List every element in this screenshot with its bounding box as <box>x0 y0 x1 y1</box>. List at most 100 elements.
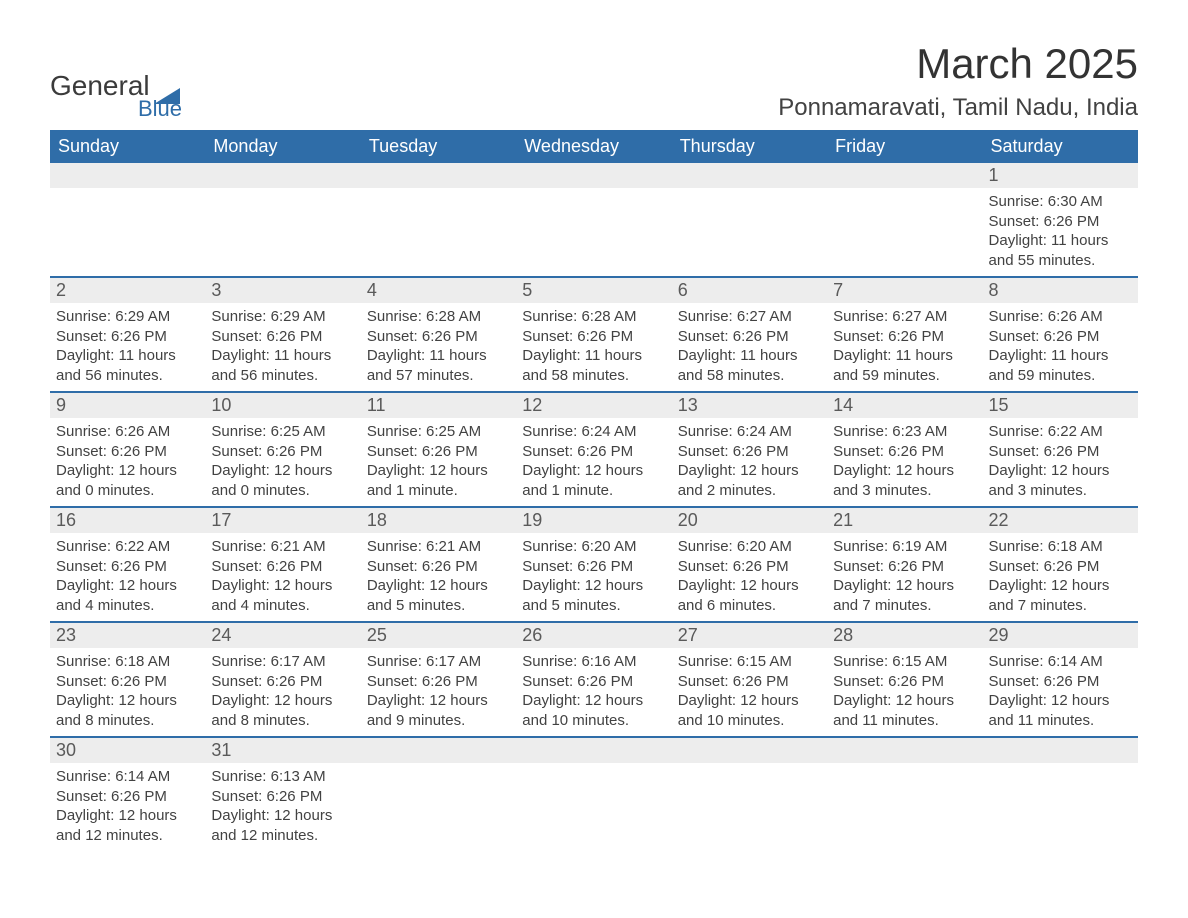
day-body: Sunrise: 6:18 AMSunset: 6:26 PMDaylight:… <box>983 533 1138 621</box>
day-number: 28 <box>827 623 982 648</box>
sunset-text: Sunset: 6:26 PM <box>833 672 976 692</box>
sunset-text: Sunset: 6:26 PM <box>678 327 821 347</box>
daylight-text: Daylight: 12 hours and 3 minutes. <box>989 461 1132 500</box>
day-number <box>50 163 205 188</box>
day-body: Sunrise: 6:29 AMSunset: 6:26 PMDaylight:… <box>205 303 360 391</box>
sunrise-text: Sunrise: 6:15 AM <box>833 652 976 672</box>
daylight-text: Daylight: 11 hours and 59 minutes. <box>989 346 1132 385</box>
day-body <box>672 188 827 268</box>
daylight-text: Daylight: 12 hours and 1 minute. <box>522 461 665 500</box>
daylight-text: Daylight: 12 hours and 12 minutes. <box>56 806 199 845</box>
day-body: Sunrise: 6:21 AMSunset: 6:26 PMDaylight:… <box>205 533 360 621</box>
day-number: 31 <box>205 738 360 763</box>
day-number <box>516 738 671 763</box>
day-body <box>361 763 516 843</box>
day-number <box>983 738 1138 763</box>
month-title: March 2025 <box>778 40 1138 88</box>
day-number: 30 <box>50 738 205 763</box>
day-body <box>516 188 671 268</box>
day-number: 4 <box>361 278 516 303</box>
sunrise-text: Sunrise: 6:22 AM <box>989 422 1132 442</box>
sunset-text: Sunset: 6:26 PM <box>522 672 665 692</box>
day-cell <box>50 163 205 277</box>
day-cell: 16Sunrise: 6:22 AMSunset: 6:26 PMDayligh… <box>50 507 205 622</box>
sunrise-text: Sunrise: 6:29 AM <box>56 307 199 327</box>
day-body: Sunrise: 6:22 AMSunset: 6:26 PMDaylight:… <box>983 418 1138 506</box>
daylight-text: Daylight: 11 hours and 58 minutes. <box>522 346 665 385</box>
day-number: 15 <box>983 393 1138 418</box>
day-number <box>516 163 671 188</box>
sunset-text: Sunset: 6:26 PM <box>989 672 1132 692</box>
day-body <box>205 188 360 268</box>
day-number: 13 <box>672 393 827 418</box>
sunset-text: Sunset: 6:26 PM <box>367 557 510 577</box>
day-cell: 7Sunrise: 6:27 AMSunset: 6:26 PMDaylight… <box>827 277 982 392</box>
calendar-body: 1Sunrise: 6:30 AMSunset: 6:26 PMDaylight… <box>50 163 1138 851</box>
sunset-text: Sunset: 6:26 PM <box>56 327 199 347</box>
daylight-text: Daylight: 12 hours and 11 minutes. <box>989 691 1132 730</box>
day-cell: 31Sunrise: 6:13 AMSunset: 6:26 PMDayligh… <box>205 737 360 851</box>
day-cell: 23Sunrise: 6:18 AMSunset: 6:26 PMDayligh… <box>50 622 205 737</box>
sunrise-text: Sunrise: 6:26 AM <box>989 307 1132 327</box>
sunrise-text: Sunrise: 6:22 AM <box>56 537 199 557</box>
day-cell <box>516 163 671 277</box>
day-body: Sunrise: 6:25 AMSunset: 6:26 PMDaylight:… <box>361 418 516 506</box>
day-number: 17 <box>205 508 360 533</box>
day-number: 24 <box>205 623 360 648</box>
daylight-text: Daylight: 11 hours and 59 minutes. <box>833 346 976 385</box>
day-number <box>672 738 827 763</box>
day-number: 7 <box>827 278 982 303</box>
sunrise-text: Sunrise: 6:24 AM <box>522 422 665 442</box>
brand-sub-text: Blue <box>138 96 182 122</box>
day-cell: 6Sunrise: 6:27 AMSunset: 6:26 PMDaylight… <box>672 277 827 392</box>
sunset-text: Sunset: 6:26 PM <box>211 672 354 692</box>
daylight-text: Daylight: 11 hours and 57 minutes. <box>367 346 510 385</box>
day-header: Wednesday <box>516 130 671 163</box>
day-number <box>361 163 516 188</box>
day-body: Sunrise: 6:24 AMSunset: 6:26 PMDaylight:… <box>516 418 671 506</box>
day-number: 29 <box>983 623 1138 648</box>
day-number: 19 <box>516 508 671 533</box>
sunrise-text: Sunrise: 6:27 AM <box>678 307 821 327</box>
daylight-text: Daylight: 11 hours and 55 minutes. <box>989 231 1132 270</box>
day-cell: 3Sunrise: 6:29 AMSunset: 6:26 PMDaylight… <box>205 277 360 392</box>
day-body: Sunrise: 6:18 AMSunset: 6:26 PMDaylight:… <box>50 648 205 736</box>
sunset-text: Sunset: 6:26 PM <box>211 787 354 807</box>
day-cell: 2Sunrise: 6:29 AMSunset: 6:26 PMDaylight… <box>50 277 205 392</box>
day-number: 20 <box>672 508 827 533</box>
brand-logo: General Blue <box>50 70 182 122</box>
day-cell: 18Sunrise: 6:21 AMSunset: 6:26 PMDayligh… <box>361 507 516 622</box>
week-row: 1Sunrise: 6:30 AMSunset: 6:26 PMDaylight… <box>50 163 1138 277</box>
day-cell: 17Sunrise: 6:21 AMSunset: 6:26 PMDayligh… <box>205 507 360 622</box>
sunset-text: Sunset: 6:26 PM <box>522 442 665 462</box>
sunset-text: Sunset: 6:26 PM <box>678 442 821 462</box>
day-body: Sunrise: 6:28 AMSunset: 6:26 PMDaylight:… <box>516 303 671 391</box>
day-body: Sunrise: 6:15 AMSunset: 6:26 PMDaylight:… <box>672 648 827 736</box>
day-body: Sunrise: 6:24 AMSunset: 6:26 PMDaylight:… <box>672 418 827 506</box>
day-number: 26 <box>516 623 671 648</box>
sunrise-text: Sunrise: 6:25 AM <box>367 422 510 442</box>
sunset-text: Sunset: 6:26 PM <box>678 672 821 692</box>
sunrise-text: Sunrise: 6:26 AM <box>56 422 199 442</box>
day-number: 2 <box>50 278 205 303</box>
day-body: Sunrise: 6:15 AMSunset: 6:26 PMDaylight:… <box>827 648 982 736</box>
day-number: 22 <box>983 508 1138 533</box>
sunrise-text: Sunrise: 6:28 AM <box>367 307 510 327</box>
day-cell <box>672 163 827 277</box>
daylight-text: Daylight: 12 hours and 0 minutes. <box>56 461 199 500</box>
day-body: Sunrise: 6:22 AMSunset: 6:26 PMDaylight:… <box>50 533 205 621</box>
day-cell: 21Sunrise: 6:19 AMSunset: 6:26 PMDayligh… <box>827 507 982 622</box>
daylight-text: Daylight: 12 hours and 10 minutes. <box>678 691 821 730</box>
day-number: 6 <box>672 278 827 303</box>
daylight-text: Daylight: 12 hours and 12 minutes. <box>211 806 354 845</box>
day-body: Sunrise: 6:19 AMSunset: 6:26 PMDaylight:… <box>827 533 982 621</box>
sunset-text: Sunset: 6:26 PM <box>367 327 510 347</box>
day-cell: 19Sunrise: 6:20 AMSunset: 6:26 PMDayligh… <box>516 507 671 622</box>
day-body: Sunrise: 6:20 AMSunset: 6:26 PMDaylight:… <box>672 533 827 621</box>
daylight-text: Daylight: 12 hours and 4 minutes. <box>56 576 199 615</box>
day-cell <box>361 737 516 851</box>
day-body: Sunrise: 6:26 AMSunset: 6:26 PMDaylight:… <box>50 418 205 506</box>
day-number: 14 <box>827 393 982 418</box>
sunset-text: Sunset: 6:26 PM <box>989 557 1132 577</box>
sunset-text: Sunset: 6:26 PM <box>522 557 665 577</box>
